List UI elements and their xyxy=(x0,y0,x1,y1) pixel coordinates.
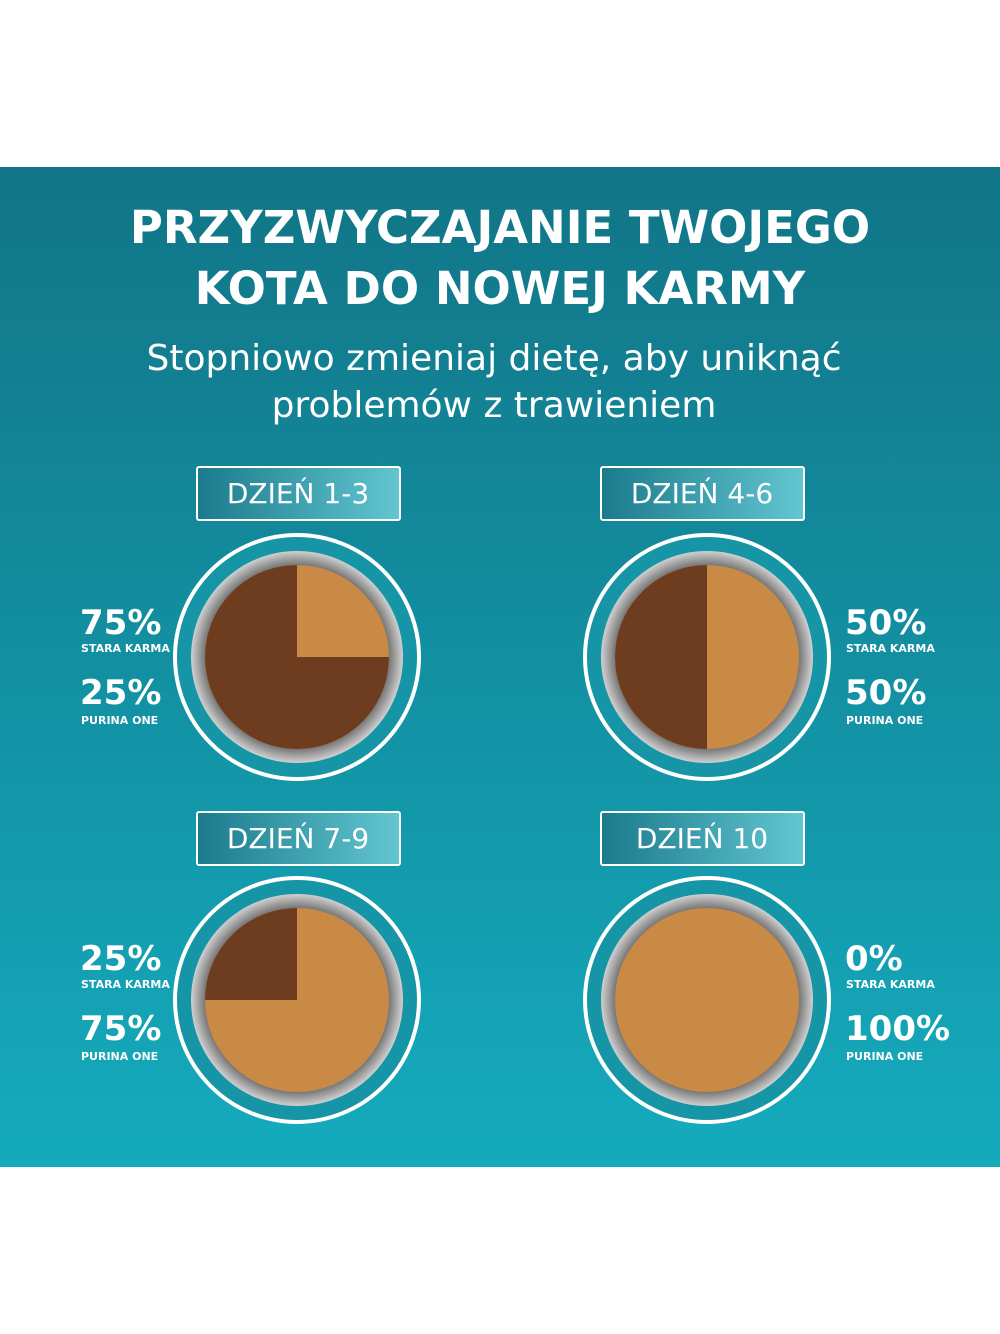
new-label: PURINA ONE xyxy=(846,714,923,727)
old-label: STARA KARMA xyxy=(846,978,935,991)
bowl xyxy=(583,876,831,1124)
title: KOTA DO NOWEJ KARMY xyxy=(195,262,807,315)
old-percent: 0% xyxy=(845,939,903,979)
background xyxy=(0,167,1000,1167)
title: PRZYZWYCZAJANIE TWOJEGO xyxy=(130,201,870,254)
day-label: DZIEŃ 1-3 xyxy=(227,476,369,510)
old-label: STARA KARMA xyxy=(846,642,935,655)
new-percent: 25% xyxy=(80,673,161,713)
panel: DZIEŃ 10 0% STARA KARMA 100% PURINA ONE xyxy=(583,811,950,1124)
new-label: PURINA ONE xyxy=(846,1050,923,1063)
day-label: DZIEŃ 4-6 xyxy=(631,476,773,510)
new-label: PURINA ONE xyxy=(81,714,158,727)
subtitle: problemów z trawieniem xyxy=(272,385,717,426)
day-label: DZIEŃ 7-9 xyxy=(227,821,369,855)
new-percent: 50% xyxy=(845,673,926,713)
old-label: STARA KARMA xyxy=(81,642,170,655)
new-percent: 75% xyxy=(80,1009,161,1049)
subtitle: Stopniowo zmieniaj dietę, aby uniknąć xyxy=(146,338,841,379)
bowl xyxy=(583,533,831,781)
new-label: PURINA ONE xyxy=(81,1050,158,1063)
old-label: STARA KARMA xyxy=(81,978,170,991)
old-percent: 25% xyxy=(80,939,161,979)
panel: DZIEŃ 1-3 75% STARA KARMA 25% PURINA ONE xyxy=(80,466,421,781)
bowl xyxy=(173,533,421,781)
old-percent: 50% xyxy=(845,603,926,643)
old-percent: 75% xyxy=(80,603,161,643)
new-percent: 100% xyxy=(845,1009,950,1049)
day-label: DZIEŃ 10 xyxy=(636,821,768,855)
panel: DZIEŃ 7-9 25% STARA KARMA 75% PURINA ONE xyxy=(80,811,421,1124)
panel: DZIEŃ 4-6 50% STARA KARMA 50% PURINA ONE xyxy=(583,466,935,781)
bowl xyxy=(173,876,421,1124)
